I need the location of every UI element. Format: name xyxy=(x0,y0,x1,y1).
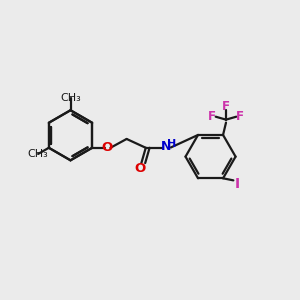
Text: O: O xyxy=(134,162,146,175)
Text: CH₃: CH₃ xyxy=(28,149,49,159)
Text: I: I xyxy=(235,177,240,190)
Text: F: F xyxy=(208,110,216,123)
Text: F: F xyxy=(222,100,230,112)
Text: CH₃: CH₃ xyxy=(60,93,81,103)
Text: N: N xyxy=(161,140,172,153)
Text: O: O xyxy=(102,141,113,154)
Text: H: H xyxy=(167,139,176,149)
Text: F: F xyxy=(236,110,244,123)
